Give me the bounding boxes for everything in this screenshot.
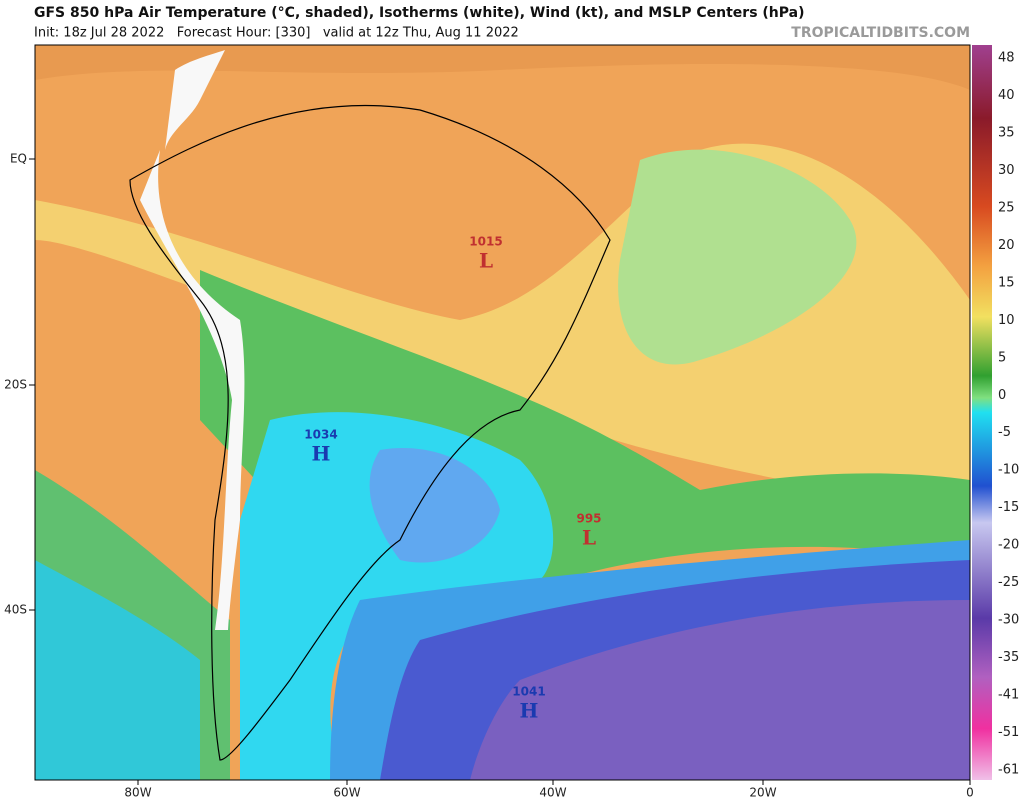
watermark: TROPICALTIDBITS.COM — [791, 25, 970, 41]
colorbar-label: 25 — [998, 200, 1015, 215]
center-letter: H — [520, 699, 539, 723]
colorbar-label: -10 — [998, 463, 1019, 478]
colorbar-label: 10 — [998, 313, 1015, 328]
colorbar-label: 48 — [998, 51, 1015, 66]
longitude-label: 60W — [333, 786, 360, 800]
colorbar-label: 0 — [998, 388, 1006, 403]
center-value: 995 — [576, 512, 601, 526]
longitude-label: 20W — [749, 786, 776, 800]
center-value: 1041 — [512, 685, 545, 699]
colorbar-label: 15 — [998, 275, 1015, 290]
map — [34, 44, 971, 781]
center-letter: L — [479, 249, 493, 273]
colorbar — [972, 45, 992, 780]
center-letter: H — [312, 442, 331, 466]
longitude-label: 0 — [966, 786, 974, 800]
center-letter: L — [582, 526, 596, 550]
pressure-centers: 1015 L 1034 H 995 L 1041 H — [304, 235, 601, 723]
latitude-label: 20S — [4, 378, 27, 392]
colorbar-label: -25 — [998, 575, 1019, 590]
colorbar-label: -51 — [998, 725, 1019, 740]
colorbar-label: -15 — [998, 500, 1019, 515]
colorbar-label: -5 — [998, 425, 1011, 440]
colorbar-label: 40 — [998, 88, 1015, 103]
colorbar-label: -41 — [998, 688, 1019, 703]
colorbar-label: 20 — [998, 238, 1015, 253]
latitude-label: 40S — [4, 603, 27, 617]
subtitle: Init: 18z Jul 28 2022 Forecast Hour: [33… — [34, 26, 519, 41]
colorbar-label: 5 — [998, 350, 1006, 365]
latitude-label: EQ — [10, 152, 27, 166]
longitude-label: 40W — [539, 786, 566, 800]
colorbar-label: 35 — [998, 125, 1015, 140]
colorbar-label: -30 — [998, 613, 1019, 628]
title: GFS 850 hPa Air Temperature (°C, shaded)… — [34, 5, 805, 21]
center-value: 1015 — [469, 235, 502, 249]
center-value: 1034 — [304, 428, 337, 442]
longitude-label: 80W — [124, 786, 151, 800]
colorbar-label: -20 — [998, 538, 1019, 553]
colorbar-label: 30 — [998, 163, 1015, 178]
colorbar-label: -61 — [998, 763, 1019, 778]
colorbar-label: -35 — [998, 650, 1019, 665]
